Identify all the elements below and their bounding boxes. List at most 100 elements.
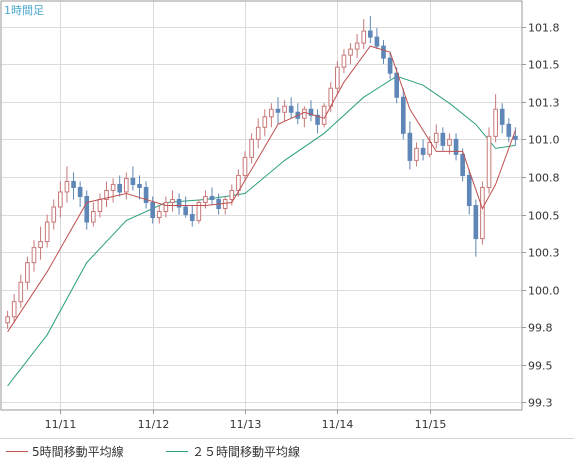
candle-body-down — [209, 195, 215, 200]
candle-body-down — [368, 30, 373, 38]
legend-item-ma5: 5時間移動平均線 — [6, 443, 124, 460]
candle-body-up — [354, 42, 360, 50]
candle-body-up — [97, 198, 103, 213]
candle-body-down — [150, 201, 155, 219]
candle-body-up — [31, 247, 37, 264]
y-tick-label: 99.3 — [528, 397, 553, 410]
candle-body-up — [269, 108, 274, 118]
grid-lines — [1, 1, 522, 410]
candle-body-up — [104, 189, 109, 200]
candle-body-down — [374, 36, 380, 47]
candle-body-down — [143, 186, 149, 203]
candle-body-up — [262, 116, 268, 128]
ma5-series — [7, 45, 516, 333]
candle-body-up — [282, 105, 287, 113]
candle-body-up — [110, 183, 116, 191]
candle-series — [5, 16, 518, 329]
candle-body-down — [117, 183, 123, 193]
candle-body-up — [44, 221, 50, 243]
candle-body-down — [420, 147, 426, 155]
candlestick-chart: 101.8 101.5 101.3 101.0 100.8 100.5 100.3 100.0… — [0, 0, 560, 431]
legend-swatch-ma5 — [6, 451, 28, 452]
candle-body-down — [275, 108, 281, 113]
candle-body-up — [5, 316, 10, 324]
candle-body-down — [499, 108, 505, 125]
x-tick-label: 11/12 — [138, 418, 170, 431]
y-tick-label: 100.0 — [528, 285, 560, 298]
y-tick-label: 100.5 — [528, 210, 560, 223]
chart-title: 1時間足 — [4, 4, 44, 17]
candle-body-up — [414, 147, 419, 161]
candle-body-down — [506, 123, 512, 137]
candle-body-up — [242, 156, 248, 176]
y-tick-label: 100.8 — [528, 172, 560, 185]
candle-body-up — [11, 301, 17, 318]
candle-body-down — [176, 198, 182, 208]
candle-body-up — [229, 189, 235, 200]
ma25-line — [7, 75, 516, 387]
candle-body-down — [183, 206, 188, 216]
candle-body-down — [308, 108, 314, 116]
candle-body-down — [453, 138, 459, 155]
legend: 5時間移動平均線 ２５時間移動平均線 — [0, 438, 574, 463]
candle-body-up — [58, 191, 63, 208]
candle-body-down — [400, 96, 406, 134]
candle-body-up — [196, 201, 202, 222]
candle-body-up — [433, 132, 439, 143]
candle-body-up — [123, 177, 129, 193]
candle-body-down — [466, 174, 472, 206]
legend-swatch-ma25 — [166, 451, 188, 452]
y-tick-label: 101.5 — [528, 59, 560, 72]
candle-body-down — [288, 105, 294, 113]
plot-frame — [0, 0, 523, 411]
legend-item-ma25: ２５時間移動平均線 — [166, 443, 300, 460]
candle-body-up — [361, 30, 367, 44]
x-tick-label: 11/15 — [415, 418, 447, 431]
y-tick-label: 99.8 — [528, 322, 553, 335]
candle-body-down — [440, 132, 446, 146]
candle-body-up — [493, 108, 498, 137]
candle-body-down — [394, 72, 400, 98]
candle-body-up — [486, 135, 492, 188]
x-tick-label: 11/11 — [45, 418, 77, 431]
candle-body-up — [302, 108, 307, 119]
candle-body-up — [203, 195, 208, 203]
candle-body-up — [480, 186, 485, 240]
candle-body-down — [473, 205, 479, 240]
x-tick-label: 11/13 — [230, 418, 262, 431]
candle-body-up — [427, 141, 432, 155]
candle-body-up — [51, 206, 57, 223]
candle-body-down — [513, 135, 518, 140]
legend-label-ma25: ２５時間移動平均線 — [192, 445, 301, 459]
candle-body-up — [156, 211, 162, 219]
ma5-line — [7, 45, 516, 333]
candle-body-up — [222, 198, 228, 210]
candle-body-up — [38, 241, 43, 249]
candle-body-up — [447, 138, 452, 146]
axes: 101.8 101.5 101.3 101.0 100.8 100.5 100.3 100.0… — [0, 0, 560, 431]
candle-body-up — [18, 281, 24, 303]
candle-body-down — [77, 186, 83, 197]
candle-body-down — [381, 45, 386, 59]
candle-body-up — [236, 174, 241, 191]
legend-label-ma5: 5時間移動平均線 — [32, 445, 124, 459]
candle-body-up — [255, 126, 261, 140]
candle-body-up — [341, 54, 347, 68]
candle-body-down — [84, 195, 90, 223]
candle-body-down — [189, 214, 195, 222]
candle-body-down — [137, 183, 142, 188]
candle-body-down — [460, 153, 465, 176]
x-tick-label: 11/14 — [322, 418, 354, 431]
candle-body-up — [170, 198, 175, 203]
candle-body-up — [348, 48, 353, 56]
y-tick-label: 101.8 — [528, 22, 560, 35]
candle-body-up — [91, 211, 96, 223]
candle-body-up — [25, 262, 30, 283]
y-tick-label: 101.0 — [528, 134, 560, 147]
candle-body-down — [407, 132, 413, 161]
candle-body-down — [130, 177, 136, 185]
y-tick-label: 99.5 — [528, 360, 553, 373]
ma25-series — [7, 75, 516, 387]
candle-body-up — [163, 201, 169, 213]
candle-body-up — [249, 138, 254, 158]
